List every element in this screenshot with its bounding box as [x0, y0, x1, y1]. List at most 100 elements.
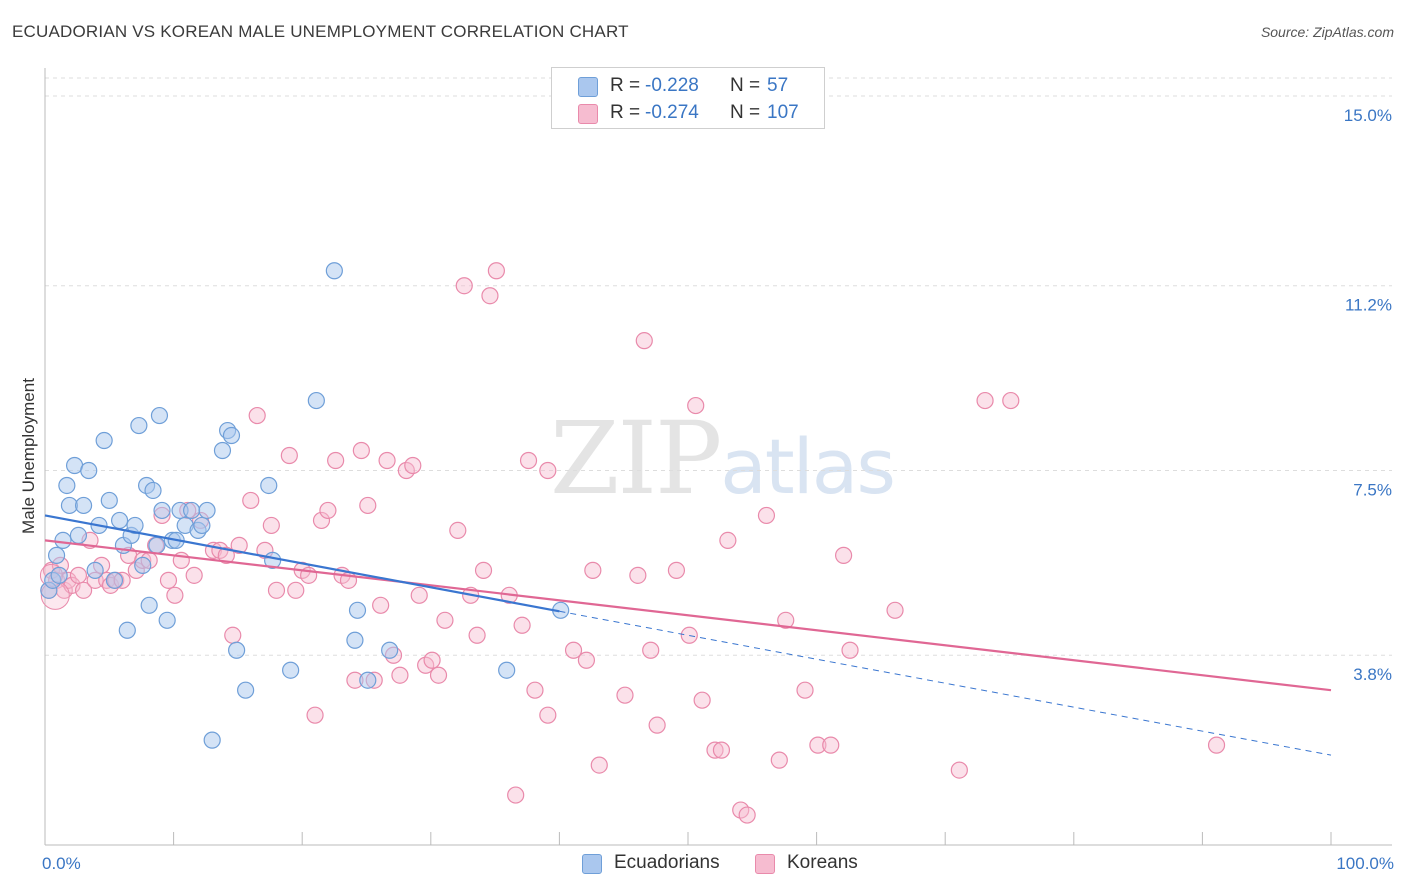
legend-label: Koreans: [787, 852, 858, 873]
r-value: -0.228: [645, 75, 699, 96]
korean-point: [564, 641, 583, 659]
korean-point: [217, 546, 235, 564]
korean-point: [449, 521, 467, 540]
source-label: Source: ZipAtlas.com: [1260, 24, 1394, 40]
korean-point: [616, 686, 634, 704]
korean-point: [242, 491, 260, 510]
korean-point: [1207, 736, 1226, 754]
ecuadorian-point: [222, 426, 241, 445]
ecuadorian-point: [348, 601, 367, 619]
correlation-legend: R = -0.228 N = 57 R = -0.274 N = 107: [551, 67, 825, 129]
ecuadorian-point: [198, 501, 216, 520]
watermark-zip: ZIP: [550, 400, 722, 517]
korean-point: [230, 536, 248, 554]
korean-point: [327, 451, 345, 470]
x-tick-label: 0.0%: [42, 854, 81, 873]
korean-point: [69, 566, 88, 584]
ecuadorian-point: [50, 566, 68, 584]
koreans-swatch: [578, 104, 598, 124]
korean-point: [693, 691, 711, 709]
korean-point: [539, 706, 557, 724]
korean-point: [835, 546, 853, 564]
korean-point: [642, 641, 660, 659]
korean-point: [976, 391, 994, 410]
korean-point: [635, 332, 653, 350]
korean-point: [74, 581, 93, 599]
korean-point: [372, 596, 390, 614]
ecuadorian-point: [54, 531, 72, 549]
ecuadorian-point: [148, 536, 166, 554]
legend-row-ecuadorians: R = -0.228 N = 57: [552, 75, 826, 99]
korean-point: [455, 277, 473, 295]
korean-point: [809, 736, 827, 754]
korean-point: [584, 561, 602, 579]
ecuadorian-point: [193, 516, 211, 535]
korean-point: [312, 511, 331, 530]
korean-point: [481, 287, 499, 305]
ecuadorian-point: [203, 731, 221, 749]
y-tick-label: 15.0%: [1344, 106, 1392, 125]
axis-labels: 3.8% 7.5% 11.2% 15.0% 0.0% 100.0% Male Unemplo…: [19, 106, 1394, 873]
korean-point: [841, 641, 859, 659]
ecuadorian-point: [140, 596, 158, 614]
korean-point: [648, 716, 666, 734]
y-tick-label: 11.2%: [1345, 296, 1392, 315]
ecuadorian-point: [86, 561, 104, 579]
ecuadorians-swatch: [582, 854, 602, 874]
ecuadorian-point: [134, 556, 152, 574]
ecuadorian-point: [498, 661, 516, 679]
ecuadorian-point: [58, 476, 76, 495]
korean-point: [248, 406, 266, 425]
chart-title: ECUADORIAN VS KOREAN MALE UNEMPLOYMENT C…: [12, 22, 629, 41]
ecuadorians-trend-line: [44, 514, 560, 613]
korean-point: [519, 451, 538, 470]
korean-point: [738, 806, 756, 824]
r-label: R =: [610, 75, 641, 96]
ecuadorians-trend-extension: [559, 610, 1332, 756]
axis-layer: [44, 68, 1392, 846]
korean-point: [513, 616, 531, 634]
ecuadorian-point: [346, 631, 364, 649]
y-axis-title: Male Unemployment: [19, 378, 38, 534]
legend-row-koreans: R = -0.274 N = 107: [552, 102, 826, 126]
n-value: 107: [767, 102, 799, 123]
ecuadorian-point: [359, 671, 377, 689]
korean-point: [359, 496, 377, 515]
korean-point: [185, 566, 203, 584]
grid-layer: [45, 77, 1392, 656]
ecuadorian-point: [307, 391, 325, 410]
korean-point: [526, 681, 544, 699]
koreans-points: [39, 262, 1226, 824]
x-tick-label: 100.0%: [1336, 854, 1394, 873]
korean-point: [474, 561, 493, 579]
koreans-swatch: [755, 854, 775, 874]
ecuadorian-point: [118, 621, 136, 639]
ecuadorian-point: [69, 526, 88, 545]
ecuadorian-point: [282, 661, 300, 679]
korean-point: [667, 561, 686, 579]
ecuadorian-point: [105, 571, 124, 589]
ecuadorian-point: [47, 546, 66, 564]
korean-point: [886, 601, 904, 619]
korean-point: [429, 666, 448, 684]
ecuadorian-point: [126, 516, 144, 535]
ecuadorian-point: [153, 501, 171, 520]
ecuadorian-point: [144, 481, 162, 500]
trend-lines: [44, 514, 1332, 756]
korean-point: [687, 396, 705, 415]
ecuadorian-point: [325, 262, 343, 280]
ecuadorian-point: [130, 416, 148, 435]
ecuadorian-point: [381, 641, 399, 659]
korean-point: [280, 446, 298, 465]
korean-point: [757, 506, 776, 525]
korean-point: [950, 761, 968, 779]
y-tick-label: 3.8%: [1353, 665, 1392, 684]
korean-point: [159, 571, 178, 589]
korean-point: [423, 651, 441, 669]
ecuadorian-point: [100, 491, 118, 510]
korean-point: [577, 651, 596, 669]
korean-point: [410, 586, 428, 604]
n-label: N =: [730, 102, 761, 123]
korean-point: [1002, 391, 1020, 410]
